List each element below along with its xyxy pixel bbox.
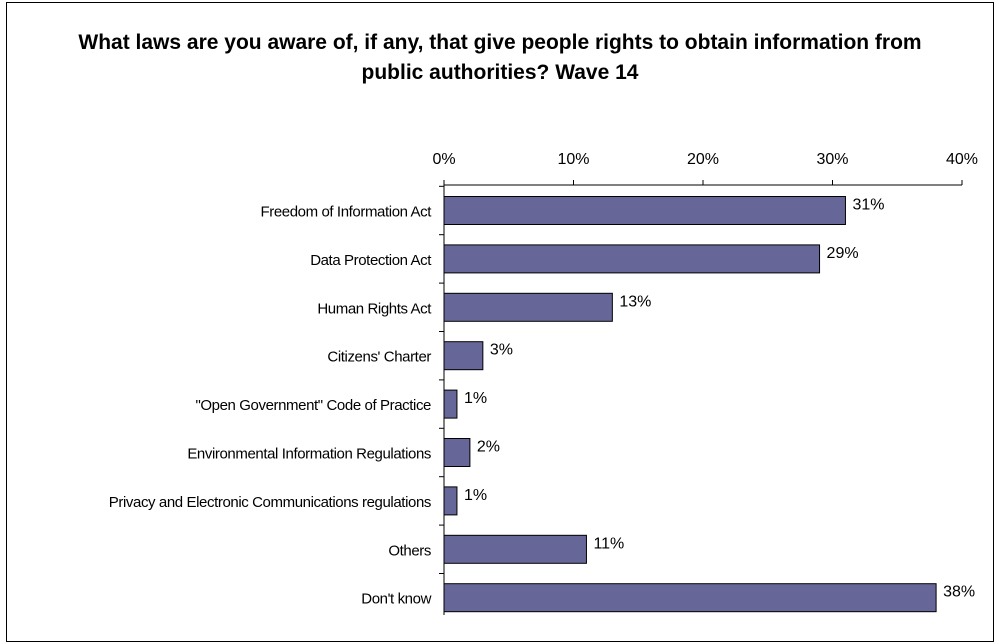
bar: [443, 341, 484, 371]
bar: [443, 292, 613, 322]
category-label: Citizens' Charter: [327, 349, 431, 366]
bar: [443, 389, 458, 419]
data-label: 11%: [593, 535, 624, 552]
data-label: 13%: [619, 293, 651, 310]
category-label: Don't know: [361, 591, 431, 608]
bar-chart: 0% 10% 20% 30% 40% Freedom of Information Act…: [109, 151, 978, 615]
data-label: 31%: [852, 197, 884, 214]
data-label: 1%: [464, 390, 487, 407]
bar: [443, 486, 458, 516]
category-label: Others: [388, 542, 431, 559]
data-label: 3%: [490, 342, 513, 359]
category-label: "Open Government" Code of Practice: [195, 397, 431, 414]
category-label: Data Protection Act: [310, 252, 432, 269]
x-tick-label: 10%: [557, 151, 589, 168]
data-label: 29%: [827, 245, 859, 262]
x-tick-label: 20%: [687, 151, 719, 168]
data-label: 2%: [477, 439, 500, 456]
data-label: 38%: [943, 584, 975, 601]
chart-title: What laws are you aware of, if any, that…: [78, 31, 922, 84]
bar: [443, 196, 846, 225]
bar: [443, 244, 821, 274]
category-label: Human Rights Act: [317, 300, 432, 317]
data-label: 1%: [464, 487, 487, 504]
category-label: Freedom of Information Act: [260, 204, 432, 221]
category-label: Environmental Information Regulations: [187, 446, 431, 463]
x-tick-label: 30%: [816, 151, 848, 168]
bar: [443, 438, 471, 467]
bar: [443, 534, 587, 564]
bar: [443, 583, 937, 613]
category-label: Privacy and Electronic Communications re…: [109, 494, 431, 511]
x-tick-label: 0%: [432, 151, 455, 168]
x-tick-label: 40%: [946, 151, 978, 168]
